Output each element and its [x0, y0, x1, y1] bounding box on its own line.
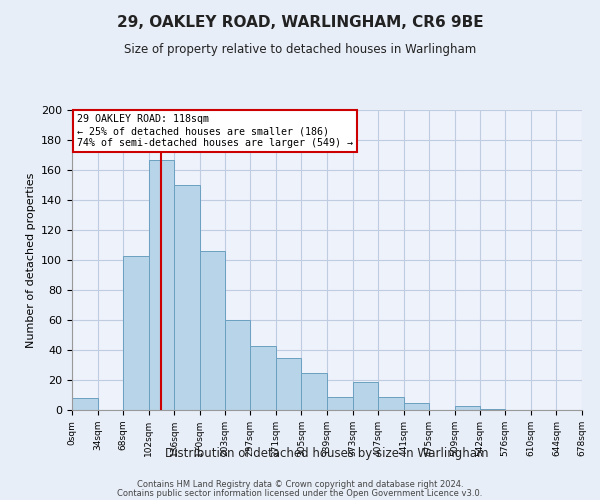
- Text: 29, OAKLEY ROAD, WARLINGHAM, CR6 9BE: 29, OAKLEY ROAD, WARLINGHAM, CR6 9BE: [116, 15, 484, 30]
- Bar: [123, 256, 149, 410]
- Bar: [353, 382, 378, 410]
- Bar: [301, 372, 327, 410]
- Text: Contains public sector information licensed under the Open Government Licence v3: Contains public sector information licen…: [118, 489, 482, 498]
- Bar: [72, 398, 98, 410]
- Text: Contains HM Land Registry data © Crown copyright and database right 2024.: Contains HM Land Registry data © Crown c…: [137, 480, 463, 489]
- Text: Distribution of detached houses by size in Warlingham: Distribution of detached houses by size …: [165, 448, 489, 460]
- Bar: [276, 358, 301, 410]
- Bar: [404, 402, 430, 410]
- Bar: [327, 396, 353, 410]
- Bar: [479, 408, 505, 410]
- Y-axis label: Number of detached properties: Number of detached properties: [26, 172, 35, 348]
- Bar: [378, 396, 404, 410]
- Bar: [224, 320, 250, 410]
- Bar: [200, 251, 224, 410]
- Text: Size of property relative to detached houses in Warlingham: Size of property relative to detached ho…: [124, 42, 476, 56]
- Bar: [149, 160, 175, 410]
- Bar: [250, 346, 276, 410]
- Bar: [175, 185, 200, 410]
- Bar: [455, 406, 479, 410]
- Text: 29 OAKLEY ROAD: 118sqm
← 25% of detached houses are smaller (186)
74% of semi-de: 29 OAKLEY ROAD: 118sqm ← 25% of detached…: [77, 114, 353, 148]
